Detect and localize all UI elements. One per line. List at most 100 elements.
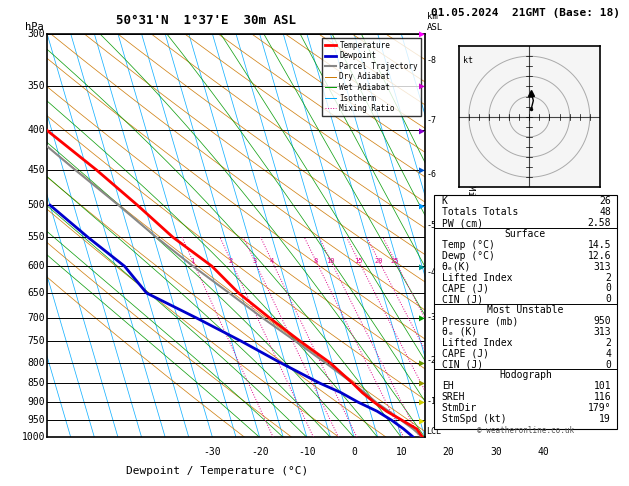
Text: Lifted Index: Lifted Index	[442, 273, 512, 282]
Text: 48: 48	[599, 207, 611, 217]
Text: 0: 0	[605, 360, 611, 369]
Text: StmDir: StmDir	[442, 403, 477, 413]
Text: 750: 750	[28, 336, 45, 346]
Text: 179°: 179°	[587, 403, 611, 413]
Text: 10: 10	[396, 448, 407, 457]
Text: SREH: SREH	[442, 392, 465, 402]
Text: ▶: ▶	[419, 165, 425, 175]
Text: Dewpoint / Temperature (°C): Dewpoint / Temperature (°C)	[126, 466, 308, 476]
Text: 700: 700	[28, 313, 45, 323]
Text: 650: 650	[28, 288, 45, 298]
Text: 850: 850	[28, 378, 45, 388]
Text: -4: -4	[426, 268, 436, 278]
Text: Surface: Surface	[505, 229, 546, 239]
Text: LCL: LCL	[426, 427, 441, 436]
Text: © weatheronline.co.uk: © weatheronline.co.uk	[477, 426, 574, 435]
Text: 01.05.2024  21GMT (Base: 18): 01.05.2024 21GMT (Base: 18)	[431, 8, 620, 18]
Text: Mixing Ratio (g/kg): Mixing Ratio (g/kg)	[466, 185, 475, 287]
Text: ▶: ▶	[419, 200, 425, 210]
Text: 101: 101	[593, 382, 611, 391]
Text: -2: -2	[426, 356, 436, 365]
Text: hPa: hPa	[25, 21, 44, 32]
Text: -8: -8	[426, 56, 436, 65]
Text: 14.5: 14.5	[587, 240, 611, 250]
Text: 350: 350	[28, 81, 45, 91]
Text: 1000: 1000	[22, 433, 45, 442]
Text: 26: 26	[599, 196, 611, 207]
Text: 300: 300	[28, 29, 45, 39]
Text: ▶: ▶	[419, 29, 425, 39]
Text: 400: 400	[28, 125, 45, 136]
Text: -6: -6	[426, 170, 436, 179]
Text: ▶: ▶	[419, 313, 425, 323]
Text: ▶: ▶	[419, 415, 425, 425]
Text: Most Unstable: Most Unstable	[487, 305, 564, 315]
Text: 2: 2	[605, 338, 611, 348]
Text: 10: 10	[326, 258, 335, 263]
Text: θₑ (K): θₑ (K)	[442, 327, 477, 337]
Text: 800: 800	[28, 358, 45, 367]
Text: 500: 500	[28, 200, 45, 210]
Text: 0: 0	[605, 295, 611, 304]
Text: -5: -5	[426, 221, 436, 230]
Text: 550: 550	[28, 232, 45, 242]
Text: 4: 4	[270, 258, 274, 263]
Text: ▶: ▶	[419, 397, 425, 407]
Text: ▶: ▶	[419, 358, 425, 367]
Text: 0: 0	[351, 448, 357, 457]
Text: StmSpd (kt): StmSpd (kt)	[442, 414, 506, 424]
Text: 4: 4	[605, 348, 611, 359]
Text: -10: -10	[298, 448, 316, 457]
Text: 8: 8	[314, 258, 318, 263]
Text: Dewp (°C): Dewp (°C)	[442, 251, 494, 261]
Text: 15: 15	[354, 258, 363, 263]
Text: θₑ(K): θₑ(K)	[442, 261, 471, 272]
Text: 20: 20	[374, 258, 383, 263]
Text: 30: 30	[490, 448, 502, 457]
Text: 313: 313	[593, 261, 611, 272]
Text: Hodograph: Hodograph	[499, 370, 552, 381]
Text: ▶: ▶	[419, 81, 425, 91]
Text: -20: -20	[251, 448, 269, 457]
Text: 450: 450	[28, 165, 45, 175]
Text: 600: 600	[28, 261, 45, 271]
Text: CAPE (J): CAPE (J)	[442, 283, 489, 294]
Text: 19: 19	[599, 414, 611, 424]
Text: 2: 2	[605, 273, 611, 282]
Text: 2: 2	[229, 258, 233, 263]
Text: CAPE (J): CAPE (J)	[442, 348, 489, 359]
Text: 313: 313	[593, 327, 611, 337]
Text: ▶: ▶	[419, 125, 425, 136]
Text: km
ASL: km ASL	[427, 12, 443, 32]
Text: Pressure (mb): Pressure (mb)	[442, 316, 518, 326]
Text: -7: -7	[426, 116, 436, 125]
Text: 3: 3	[252, 258, 257, 263]
Text: Totals Totals: Totals Totals	[442, 207, 518, 217]
Text: 116: 116	[593, 392, 611, 402]
Legend: Temperature, Dewpoint, Parcel Trajectory, Dry Adiabat, Wet Adiabat, Isotherm, Mi: Temperature, Dewpoint, Parcel Trajectory…	[322, 38, 421, 116]
Text: kt: kt	[463, 56, 473, 65]
Text: CIN (J): CIN (J)	[442, 295, 483, 304]
Text: 0: 0	[605, 283, 611, 294]
Text: PW (cm): PW (cm)	[442, 218, 483, 228]
Text: K: K	[442, 196, 448, 207]
Text: 950: 950	[593, 316, 611, 326]
Text: Temp (°C): Temp (°C)	[442, 240, 494, 250]
Text: 1: 1	[191, 258, 195, 263]
Text: 2.58: 2.58	[587, 218, 611, 228]
Text: -1: -1	[426, 397, 436, 406]
Text: 50°31'N  1°37'E  30m ASL: 50°31'N 1°37'E 30m ASL	[116, 14, 296, 27]
Text: ▶: ▶	[419, 378, 425, 388]
Text: Lifted Index: Lifted Index	[442, 338, 512, 348]
Text: 20: 20	[443, 448, 454, 457]
Text: 12.6: 12.6	[587, 251, 611, 261]
Text: -30: -30	[204, 448, 221, 457]
Text: EH: EH	[442, 382, 454, 391]
Text: CIN (J): CIN (J)	[442, 360, 483, 369]
Text: 950: 950	[28, 415, 45, 425]
Text: 25: 25	[391, 258, 399, 263]
Text: ▶: ▶	[419, 261, 425, 271]
Text: 900: 900	[28, 397, 45, 407]
Text: -3: -3	[426, 313, 436, 322]
Text: 40: 40	[537, 448, 549, 457]
